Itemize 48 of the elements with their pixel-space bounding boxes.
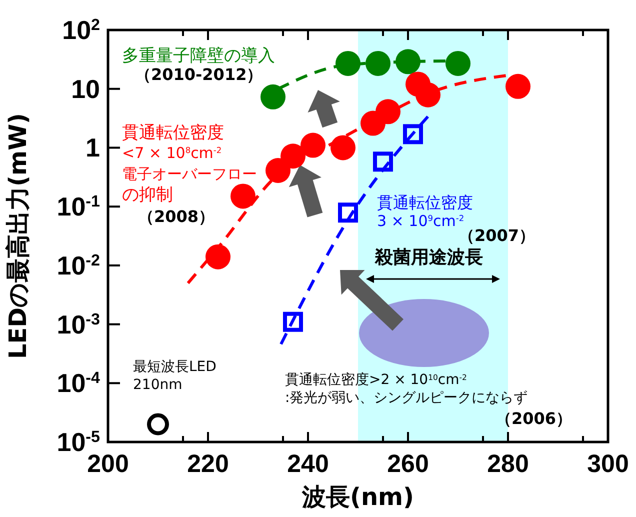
x-tick-label: 240 xyxy=(287,450,329,478)
annotation: 貫通転位密度 xyxy=(122,123,224,143)
point xyxy=(506,74,530,99)
point xyxy=(147,413,169,436)
y-axis-title: LEDの最高出力(mW) xyxy=(4,112,32,360)
point xyxy=(230,184,256,209)
annotation: （2008） xyxy=(138,207,215,226)
annotation: （2006） xyxy=(495,409,572,428)
x-tick-label: 200 xyxy=(87,450,129,478)
annotation: 多重量子障壁の導入 xyxy=(122,46,275,66)
annotation: 最短波長LED xyxy=(133,359,216,375)
y-tick-label: 10 xyxy=(71,74,100,104)
point xyxy=(373,152,393,172)
x-tick-label: 280 xyxy=(487,450,529,478)
annotation: の抑制 xyxy=(122,185,173,205)
annotation: 電子オーバーフロー xyxy=(122,165,257,183)
point xyxy=(300,132,326,158)
annotation: 貫通転位密度>2 × 10$^{10}$cm$^{-2}$ xyxy=(285,372,468,388)
annotation: 殺菌用途波長 xyxy=(374,247,483,268)
point xyxy=(330,135,356,160)
x-tick-label: 300 xyxy=(587,450,629,478)
x-tick-label: 260 xyxy=(387,450,429,478)
y-tick-label: 10$^{-1}$ xyxy=(56,192,100,222)
point xyxy=(376,99,400,124)
point xyxy=(366,50,390,76)
annotation: 210nm xyxy=(133,377,182,393)
point xyxy=(280,144,306,169)
point xyxy=(266,158,290,184)
x-axis-title: 波長(nm) xyxy=(300,483,414,511)
y-tick-label: 10$^{-4}$ xyxy=(56,368,100,398)
point xyxy=(403,124,423,144)
y-tick-label: 1 xyxy=(86,132,100,163)
annotation: 貫通転位密度 xyxy=(377,193,473,212)
point xyxy=(283,312,303,332)
x-tick-label: 220 xyxy=(187,450,229,478)
point xyxy=(206,244,230,270)
point xyxy=(396,49,420,74)
point xyxy=(260,84,286,110)
y-tick-label: 10$^{2}$ xyxy=(62,15,100,45)
annotation: <7 × 10$^{8}$cm$^{-2}$ xyxy=(122,144,222,162)
y-tick-label: 10$^{-2}$ xyxy=(56,250,100,280)
point xyxy=(336,50,360,76)
point xyxy=(446,50,470,76)
annotation: （2010-2012） xyxy=(135,65,263,84)
point xyxy=(416,82,440,108)
point xyxy=(338,202,358,223)
y-tick-label: 10$^{-3}$ xyxy=(56,309,100,340)
annotation: :発光が弱い、シングルピークにならず xyxy=(285,390,528,406)
